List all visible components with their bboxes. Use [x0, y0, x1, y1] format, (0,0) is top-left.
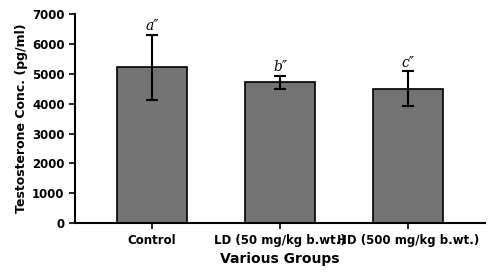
Bar: [116, 68, 187, 223]
Text: a″: a″: [145, 19, 158, 33]
Y-axis label: Testosterone Conc. (pg/ml): Testosterone Conc. (pg/ml): [15, 24, 28, 213]
Bar: [245, 82, 315, 223]
Bar: [373, 89, 444, 223]
X-axis label: Various Groups: Various Groups: [220, 252, 340, 266]
Text: c″: c″: [402, 56, 414, 69]
Text: b″: b″: [273, 60, 287, 74]
